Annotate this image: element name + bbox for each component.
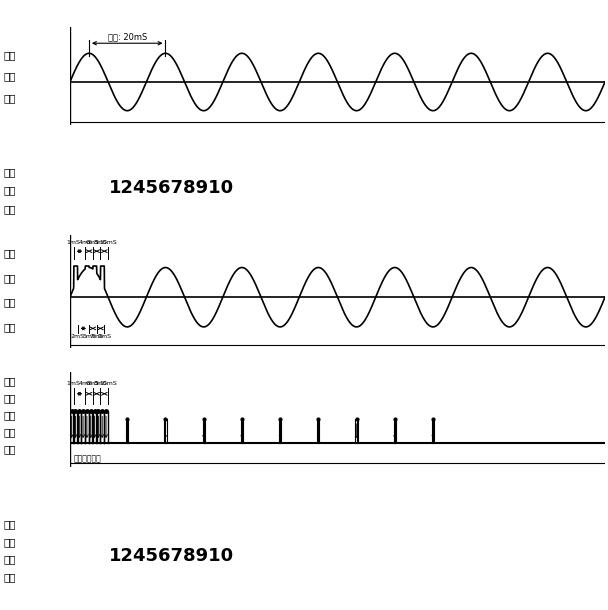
Text: 6mS: 6mS <box>86 240 100 245</box>
Text: 9mS: 9mS <box>97 334 111 339</box>
Text: 1mS: 1mS <box>67 381 81 386</box>
Text: 波形: 波形 <box>3 445 16 454</box>
Text: 波形: 波形 <box>3 93 16 102</box>
Text: 交流: 交流 <box>3 50 16 60</box>
Text: 2mS: 2mS <box>71 334 85 339</box>
Text: 载体: 载体 <box>3 298 16 307</box>
Text: 载体: 载体 <box>3 411 16 420</box>
Text: 8mS: 8mS <box>94 240 108 245</box>
Text: 发送: 发送 <box>3 167 16 177</box>
Text: 5mS: 5mS <box>82 334 96 339</box>
Text: 斩波: 斩波 <box>3 393 16 404</box>
Text: 1245678910: 1245678910 <box>108 547 233 565</box>
Text: 交流: 交流 <box>3 248 16 258</box>
Text: 1245678910: 1245678910 <box>108 179 233 197</box>
Text: 8mS: 8mS <box>94 381 108 386</box>
Text: 10mS: 10mS <box>99 381 117 386</box>
Text: 斩波: 斩波 <box>3 185 16 196</box>
Text: 1mS: 1mS <box>67 240 81 245</box>
Text: 波形: 波形 <box>3 554 16 564</box>
Text: 数据: 数据 <box>3 572 16 582</box>
Text: 周期: 20mS: 周期: 20mS <box>108 33 147 42</box>
Text: 4mS: 4mS <box>78 381 92 386</box>
Text: 接收: 接收 <box>3 376 16 387</box>
Text: 处理: 处理 <box>3 519 16 529</box>
Text: 斩波: 斩波 <box>3 273 16 282</box>
Text: 10mS: 10mS <box>99 240 117 245</box>
Text: 波形: 波形 <box>3 323 16 332</box>
Text: 6mS: 6mS <box>86 381 100 386</box>
Text: 7mS: 7mS <box>89 334 104 339</box>
Text: 数据: 数据 <box>3 204 16 214</box>
Text: 输入: 输入 <box>3 71 16 81</box>
Text: 整形: 整形 <box>3 428 16 437</box>
Text: 4mS: 4mS <box>78 240 92 245</box>
Text: 接收: 接收 <box>3 537 16 547</box>
Text: 接收斩波时间: 接收斩波时间 <box>74 454 102 463</box>
